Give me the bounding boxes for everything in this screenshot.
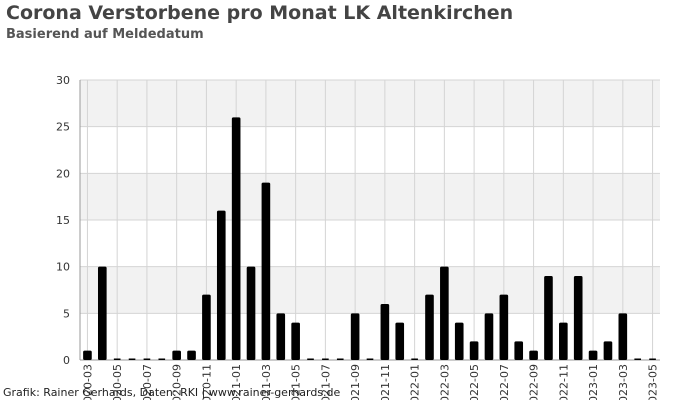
- y-tick-label: 5: [63, 307, 70, 320]
- x-tick-label: 2021-05: [290, 364, 303, 400]
- x-tick-label: 2021-09: [349, 364, 362, 400]
- bar-2021-05: [291, 322, 300, 360]
- x-tick-label: 2021-03: [260, 364, 273, 400]
- x-tick-label: 2020-09: [171, 364, 184, 400]
- x-tick-label: 2023-01: [587, 364, 600, 400]
- bar-2020-11: [202, 294, 211, 360]
- bar-2022-05: [469, 341, 479, 360]
- background-bands: [80, 80, 660, 314]
- x-tick-label: 2021-11: [379, 364, 392, 400]
- x-tick-labels: 2020-03 2020-05 2020-07 2020-09 2020-11 2021-…: [81, 364, 659, 400]
- bar-2021-04: [276, 313, 286, 360]
- x-tick-label: 2020-05: [111, 364, 124, 400]
- x-tick-label: 2022-03: [438, 364, 451, 400]
- x-tick-label: 2021-07: [319, 364, 332, 400]
- bar-2022-11: [559, 322, 568, 360]
- bar-2023-04: [634, 358, 642, 360]
- chart-subtitle: Basierend auf Meldedatum: [6, 27, 204, 42]
- y-tick-labels: 0 5 10 15 20 25 30: [56, 74, 70, 367]
- bar-2021-01: [231, 117, 241, 360]
- x-tick-label: 2022-11: [557, 364, 570, 400]
- bar-2020-05: [113, 358, 121, 360]
- bar-2022-04: [454, 322, 464, 360]
- y-tick-label: 10: [56, 261, 70, 274]
- bar-2022-10: [544, 276, 553, 360]
- bar-2021-12: [395, 322, 405, 360]
- grid-band: [80, 266, 660, 314]
- bars: [83, 117, 656, 360]
- bar-2021-06: [307, 358, 314, 360]
- bar-2021-11: [380, 304, 390, 360]
- bar-2022-06: [484, 313, 494, 360]
- bar-2023-05: [649, 358, 656, 360]
- x-tick-label: 2021-01: [230, 364, 243, 400]
- bar-2022-01: [411, 358, 418, 360]
- bar-2020-07: [143, 358, 151, 360]
- bar-2021-08: [336, 358, 344, 360]
- bar-2023-03: [618, 313, 628, 360]
- bar-2021-07: [322, 358, 329, 360]
- bar-2022-02: [425, 294, 434, 360]
- x-tick-label: 2022-07: [498, 364, 511, 400]
- y-tick-label: 20: [56, 167, 70, 180]
- bar-2020-09: [172, 350, 181, 360]
- grid-band: [80, 80, 660, 127]
- bar-2023-02: [603, 341, 613, 360]
- bar-2020-03: [83, 350, 92, 360]
- x-tick-label: 2022-01: [409, 364, 422, 400]
- x-tick-label: 2022-09: [528, 364, 541, 400]
- y-tick-label: 0: [63, 354, 70, 367]
- bar-2021-10: [366, 358, 374, 360]
- x-tick-label: 2020-07: [141, 364, 154, 400]
- x-tick-label: 2020-11: [200, 364, 213, 400]
- y-tick-label: 25: [56, 121, 70, 134]
- x-tick-label: 2022-05: [468, 364, 481, 400]
- bar-2020-10: [187, 350, 196, 360]
- x-tick-label: 2020-03: [81, 364, 94, 400]
- bar-2022-09: [529, 350, 538, 360]
- source-credit: Grafik: Rainer Gerhards, Daten: RKI | ww…: [3, 386, 341, 399]
- y-tick-label: 30: [56, 74, 70, 87]
- bar-2021-09: [350, 313, 360, 360]
- grid-band: [80, 173, 660, 220]
- gridlines: [80, 79, 660, 361]
- bar-2020-12: [216, 210, 226, 360]
- bar-2023-01: [588, 350, 598, 360]
- bar-2022-08: [514, 341, 524, 360]
- x-tick-label: 2023-03: [617, 364, 630, 400]
- bar-2021-02: [246, 266, 256, 360]
- y-tick-label: 15: [56, 214, 70, 227]
- bar-2022-07: [499, 294, 509, 360]
- x-tick-label: 2023-05: [647, 364, 660, 400]
- bar-2020-08: [158, 358, 166, 360]
- bar-2020-04: [97, 266, 107, 360]
- chart-title: Corona Verstorbene pro Monat LK Altenkir…: [6, 2, 514, 24]
- bar-2021-03: [261, 182, 271, 360]
- bar-2022-12: [573, 276, 583, 360]
- bar-2020-06: [128, 358, 136, 360]
- bar-2022-03: [440, 266, 449, 360]
